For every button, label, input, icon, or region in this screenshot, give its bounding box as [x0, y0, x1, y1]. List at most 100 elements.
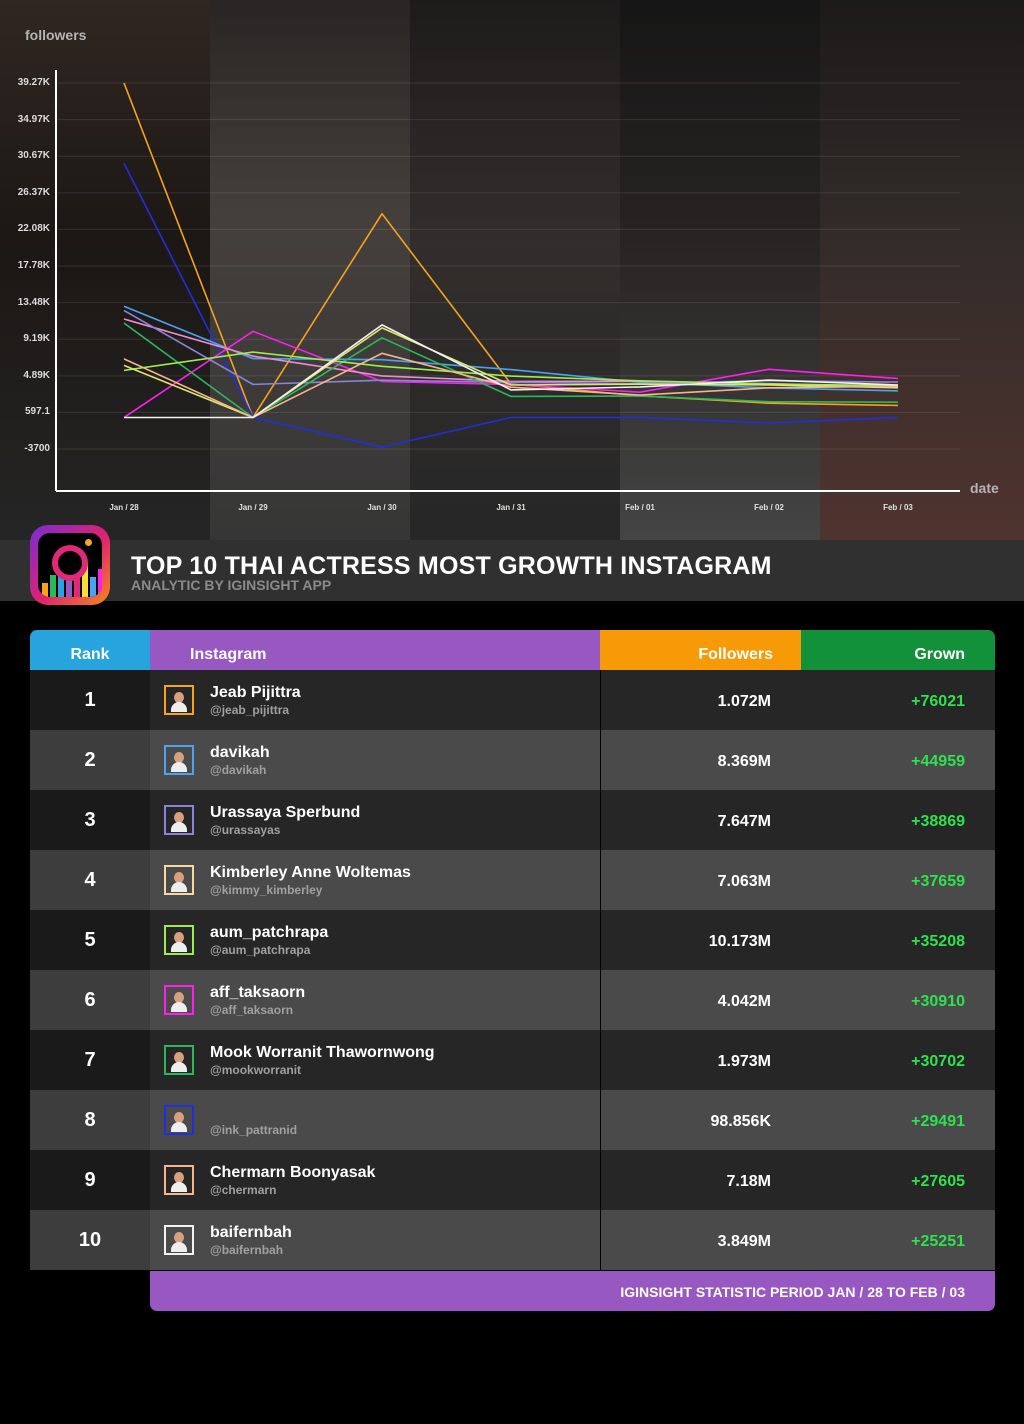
account-handle[interactable]: @davikah [210, 763, 267, 777]
avatar[interactable] [164, 1225, 194, 1255]
rank-number: 2 [84, 748, 96, 771]
y-axis-label: followers [25, 27, 87, 43]
account-handle[interactable]: @chermarn [210, 1183, 277, 1197]
instagram-cell: davikah @davikah [150, 730, 600, 790]
followers-cell: 8.369M [601, 730, 801, 790]
account-name[interactable]: baifernbah [210, 1224, 292, 1241]
rank-number: 1 [84, 688, 96, 711]
account-name[interactable]: davikah [210, 744, 270, 761]
instagram-chart-logo-icon [30, 525, 110, 605]
y-tick-label: 22.08K [17, 223, 50, 235]
grown-value: +37659 [911, 873, 965, 890]
avatar[interactable] [164, 1105, 194, 1135]
account-name[interactable]: Chermarn Boonyasak [210, 1164, 376, 1181]
account-handle[interactable]: @baifernbah [210, 1243, 284, 1257]
account-handle[interactable]: @kimmy_kimberley [210, 883, 323, 897]
x-tick-label: Feb / 02 [754, 503, 784, 512]
rank-cell: 9 [30, 1150, 150, 1210]
y-tick-label: 4.89K [23, 369, 50, 381]
table-row: 10 baifernbah @baifernbah 3.849M +25251 [30, 1210, 995, 1270]
rank-cell: 2 [30, 730, 150, 790]
instagram-cell: Mook Worranit Thawornwong @mookworranit [150, 1030, 600, 1090]
account-name[interactable]: Kimberley Anne Woltemas [210, 864, 411, 881]
account-handle[interactable]: @aff_taksaorn [210, 1003, 294, 1017]
account-handle[interactable]: @mookworranit [210, 1063, 302, 1077]
avatar[interactable] [164, 925, 194, 955]
followers-value: 1.072M [717, 693, 771, 710]
grown-value: +30702 [911, 1053, 965, 1070]
growth-line-chart: followers date 39.27K 34.97K 30.67K 26.37K 2… [0, 0, 1024, 540]
instagram-cell: aff_taksaorn @aff_taksaorn [150, 970, 600, 1030]
table-row: 6 aff_taksaorn @aff_taksaorn 4.042M +30910 [30, 970, 995, 1030]
series-line [124, 324, 899, 419]
background-photo [410, 0, 620, 540]
series-line [123, 82, 899, 419]
column-header-grown: Grown [801, 630, 995, 670]
statistic-period-footer: IGINSIGHT STATISTIC PERIOD JAN / 28 TO F… [150, 1271, 995, 1311]
rank-number: 4 [84, 868, 96, 891]
followers-cell: 1.973M [601, 1030, 801, 1090]
followers-value: 7.063M [717, 873, 771, 890]
instagram-cell: Kimberley Anne Woltemas @kimmy_kimberley [150, 850, 600, 910]
x-axis-label: date [970, 480, 999, 496]
avatar[interactable] [164, 805, 194, 835]
rank-number: 10 [78, 1228, 102, 1251]
x-tick-label: Feb / 03 [883, 503, 913, 512]
background-photo [0, 0, 210, 540]
y-tick-label: -3700 [24, 443, 50, 454]
account-handle[interactable]: @jeab_pijittra [210, 703, 290, 717]
x-tick-label: Jan / 29 [238, 503, 268, 512]
page-title: TOP 10 THAI ACTRESS MOST GROWTH INSTAGRA… [131, 552, 772, 580]
rank-cell: 6 [30, 970, 150, 1030]
account-handle[interactable]: @aum_patchrapa [210, 943, 311, 957]
instagram-cell: @ink_pattranid [150, 1090, 600, 1150]
grown-cell: +44959 [801, 730, 995, 790]
account-name[interactable]: Mook Worranit Thawornwong [210, 1044, 435, 1061]
followers-cell: 1.072M [601, 670, 801, 730]
account-name[interactable]: aum_patchrapa [210, 924, 329, 941]
table-row: 4 Kimberley Anne Woltemas @kimmy_kimberley… [30, 850, 995, 910]
avatar[interactable] [164, 1165, 194, 1195]
account-name[interactable]: Urassaya Sperbund [210, 804, 361, 821]
grown-cell: +27605 [801, 1150, 995, 1210]
rank-number: 6 [84, 988, 96, 1011]
followers-value: 4.042M [717, 993, 771, 1010]
rank-cell: 1 [30, 670, 150, 730]
account-name[interactable]: aff_taksaorn [210, 984, 306, 1001]
table-row: 7 Mook Worranit Thawornwong @mookworranit 1… [30, 1030, 995, 1090]
avatar[interactable] [164, 865, 194, 895]
avatar[interactable] [164, 985, 194, 1015]
rank-number: 9 [84, 1168, 96, 1191]
grown-value: +25251 [911, 1233, 965, 1250]
avatar[interactable] [164, 1045, 194, 1075]
followers-value: 7.18M [726, 1173, 771, 1190]
account-handle[interactable]: @ink_pattranid [210, 1123, 298, 1137]
rank-number: 5 [84, 928, 96, 951]
grown-value: +76021 [911, 693, 965, 710]
avatar[interactable] [164, 685, 194, 715]
grown-value: +30910 [911, 993, 965, 1010]
account-handle[interactable]: @urassayas [210, 823, 281, 837]
title-banner [0, 540, 1024, 601]
followers-cell: 10.173M [601, 910, 801, 970]
rank-cell: 7 [30, 1030, 150, 1090]
grown-value: +44959 [911, 753, 965, 770]
series-line [123, 351, 899, 387]
grown-cell: +35208 [801, 910, 995, 970]
avatar[interactable] [164, 745, 194, 775]
grown-cell: +30910 [801, 970, 995, 1030]
followers-cell: 7.18M [601, 1150, 801, 1210]
followers-cell: 3.849M [601, 1210, 801, 1270]
x-tick-label: Jan / 30 [367, 503, 397, 512]
instagram-cell: Chermarn Boonyasak @chermarn [150, 1150, 600, 1210]
y-tick-label: 39.27K [17, 77, 50, 88]
grown-cell: +38869 [801, 790, 995, 850]
instagram-cell: Jeab Pijittra @jeab_pijittra [150, 670, 600, 730]
series-line [123, 163, 899, 448]
account-name[interactable]: Jeab Pijittra [210, 684, 301, 701]
rank-cell: 3 [30, 790, 150, 850]
column-header-instagram: Instagram [150, 630, 600, 670]
grown-value: +35208 [911, 933, 965, 950]
series-line [123, 330, 899, 419]
rank-number: 3 [84, 808, 96, 831]
